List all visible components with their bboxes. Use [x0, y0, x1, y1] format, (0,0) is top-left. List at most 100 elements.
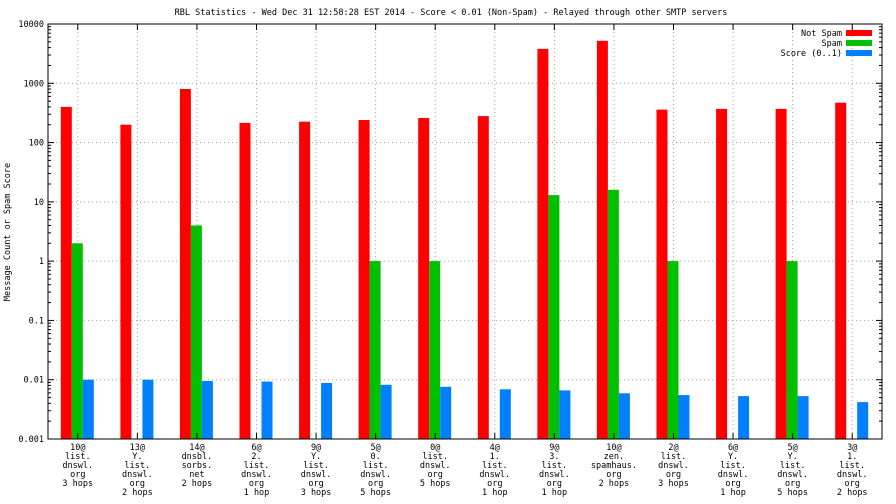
x-tick-label: 3@ 1. list. dnswl. org 2 hops	[837, 443, 868, 498]
bar-not-spam	[656, 109, 668, 439]
bar-score-0-1	[380, 384, 392, 439]
bar-not-spam	[716, 108, 728, 440]
x-tick-label-line: 1 hop	[482, 488, 508, 498]
x-tick-label-line: dnswl.	[420, 461, 451, 471]
x-tick-label-line: 1.	[490, 452, 500, 462]
bar-score-0-1	[321, 383, 333, 439]
bar-score-0-1	[142, 379, 154, 439]
bar-spam	[190, 225, 202, 439]
bar-score-0-1	[201, 381, 213, 439]
x-tick-label-line: list.	[720, 461, 746, 471]
x-tick-label-line: 2 hops	[837, 488, 868, 498]
bar-score-0-1	[499, 389, 511, 439]
bar-not-spam	[775, 108, 787, 440]
bar-spam	[369, 261, 381, 439]
bar-score-0-1	[82, 379, 94, 439]
x-tick-label-line: list.	[125, 461, 151, 471]
bar-score-0-1	[261, 381, 273, 439]
bar-not-spam	[179, 89, 191, 439]
y-tick-label: 0.1	[29, 316, 44, 326]
bar-score-0-1	[618, 393, 630, 439]
x-tick-label-line: dnswl.	[301, 470, 332, 480]
bar-spam	[548, 195, 560, 439]
x-tick-label-line: org	[547, 479, 562, 489]
x-tick-label-line: org	[428, 470, 443, 480]
bar-not-spam	[418, 118, 430, 439]
bar-spam	[667, 261, 679, 439]
y-tick-label: 1	[39, 257, 44, 267]
bar-score-0-1	[559, 390, 571, 439]
bar-not-spam	[358, 120, 370, 439]
x-tick-label-line: 2.	[251, 452, 261, 462]
x-tick-label-line: 2@	[668, 443, 678, 453]
x-tick-label: 6@ 2. list. dnswl. org 1 hop	[241, 443, 272, 498]
x-tick-label: 0@ list. dnswl. org 5 hops	[420, 443, 451, 489]
x-tick-label-line: dnswl.	[777, 470, 808, 480]
x-tick-label-line: list.	[482, 461, 508, 471]
bar-score-0-1	[857, 402, 869, 439]
x-tick-label-line: 2 hops	[599, 479, 630, 489]
bar-spam	[786, 261, 798, 439]
x-tick-label: 9@ Y. list. dnswl. org 3 hops	[301, 443, 332, 498]
x-tick-label-line: dnswl.	[479, 470, 510, 480]
x-tick-label-line: 6@	[251, 443, 261, 453]
bar-not-spam	[120, 124, 132, 439]
x-tick-label-line: 3.	[549, 452, 559, 462]
x-tick-label-line: list.	[780, 461, 806, 471]
x-tick-label-line: org	[666, 470, 681, 480]
x-tick-label: 5@ 0. list. dnswl. org 5 hops	[360, 443, 391, 498]
x-tick-label-line: sorbs.	[182, 461, 213, 471]
x-tick-label-line: org	[249, 479, 264, 489]
x-tick-label-line: 5 hops	[777, 488, 808, 498]
y-axis-ticks: 0.001 0.01 0.1 1 10 100 1000 10000	[18, 20, 44, 445]
x-tick-label-line: 9@	[311, 443, 321, 453]
x-tick-label-line: list.	[542, 461, 568, 471]
x-tick-label-line: dnswl.	[658, 461, 689, 471]
x-tick-label: 13@ Y. list. dnswl. org 2 hops	[122, 443, 153, 498]
x-tick-label-line: Y.	[728, 452, 738, 462]
x-tick-label-line: 0.	[371, 452, 381, 462]
x-tick-label-line: 1 hop	[720, 488, 746, 498]
x-tick-label-line: dnswl.	[62, 461, 93, 471]
x-tick-label-line: org	[130, 479, 145, 489]
plot-frame	[47, 23, 883, 440]
x-tick-label-line: dnswl.	[241, 470, 272, 480]
bar-score-0-1	[440, 386, 452, 439]
x-tick-label-line: 14@	[189, 443, 204, 453]
bar-not-spam	[60, 106, 72, 440]
x-tick-label: 14@ dnsbl. sorbs. net 2 hops	[182, 443, 213, 489]
x-tick-label-line: list.	[303, 461, 329, 471]
x-tick-label-line: 5 hops	[360, 488, 391, 498]
x-tick-label-line: 5@	[371, 443, 381, 453]
x-tick-label-line: org	[845, 479, 860, 489]
bar-not-spam	[835, 102, 847, 439]
legend-swatch	[846, 50, 872, 56]
x-tick-label-line: list.	[839, 461, 865, 471]
x-tick-label-line: Y.	[788, 452, 798, 462]
x-tick-label-line: list.	[65, 452, 91, 462]
x-tick-label-line: net	[189, 470, 204, 480]
bar-score-0-1	[738, 396, 750, 439]
x-tick-label-line: dnswl.	[539, 470, 570, 480]
x-tick-label-line: list.	[363, 461, 389, 471]
x-tick-label-line: org	[785, 479, 800, 489]
x-tick-label-line: Y.	[132, 452, 142, 462]
x-tick-label: 5@ Y. list. dnswl. org 5 hops	[777, 443, 808, 498]
x-tick-label: 10@ list. dnswl. org 3 hops	[62, 443, 93, 489]
x-tick-label-line: org	[606, 470, 621, 480]
x-tick-label-line: org	[308, 479, 323, 489]
x-tick-label-line: dnswl.	[122, 470, 153, 480]
bar-not-spam	[299, 121, 311, 439]
x-tick-label-line: 3 hops	[658, 479, 689, 489]
y-tick-label: 1000	[24, 79, 44, 89]
bar-score-0-1	[678, 395, 690, 439]
legend-label: Not Spam	[801, 29, 842, 39]
x-tick-label-line: org	[70, 470, 85, 480]
x-axis-tick-labels: 10@ list. dnswl. org 3 hops 13@ Y. list. dnswl. o…	[62, 443, 867, 498]
y-tick-label: 10	[34, 198, 44, 208]
bar-not-spam	[477, 116, 489, 439]
x-tick-label-line: 2 hops	[182, 479, 213, 489]
y-tick-label: 100	[29, 139, 44, 149]
x-tick-label: 4@ 1. list. dnswl. org 1 hop	[479, 443, 510, 498]
